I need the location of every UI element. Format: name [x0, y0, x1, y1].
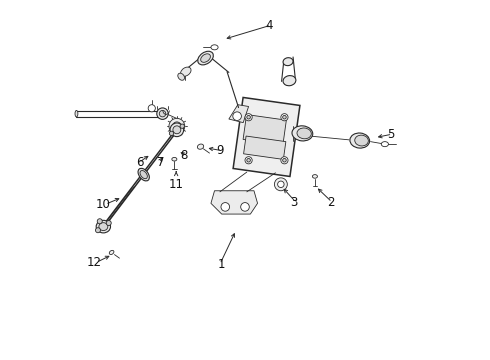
Circle shape — [278, 181, 284, 188]
Circle shape — [97, 219, 102, 224]
Bar — [243, 114, 286, 145]
Circle shape — [148, 105, 155, 112]
Ellipse shape — [201, 54, 210, 62]
Circle shape — [172, 122, 181, 131]
Circle shape — [106, 221, 111, 226]
Circle shape — [281, 157, 288, 164]
Circle shape — [283, 158, 286, 162]
Ellipse shape — [283, 76, 296, 86]
Ellipse shape — [350, 133, 369, 148]
Text: 8: 8 — [180, 149, 188, 162]
Text: 5: 5 — [387, 127, 394, 141]
Ellipse shape — [172, 157, 177, 161]
Polygon shape — [229, 105, 248, 123]
Ellipse shape — [283, 58, 293, 66]
Circle shape — [221, 203, 230, 211]
Ellipse shape — [197, 144, 204, 149]
Text: 2: 2 — [327, 196, 334, 209]
Circle shape — [170, 131, 173, 135]
Bar — [233, 98, 300, 176]
Text: 7: 7 — [157, 156, 164, 169]
Circle shape — [247, 116, 250, 119]
Circle shape — [245, 114, 252, 121]
Ellipse shape — [313, 175, 318, 178]
Circle shape — [274, 178, 287, 191]
Ellipse shape — [297, 128, 311, 139]
Ellipse shape — [140, 171, 147, 179]
Ellipse shape — [109, 251, 114, 255]
Circle shape — [247, 158, 250, 162]
Text: 9: 9 — [216, 144, 224, 157]
Ellipse shape — [75, 111, 78, 117]
Text: 10: 10 — [96, 198, 111, 211]
Text: 1: 1 — [218, 258, 225, 271]
Ellipse shape — [381, 141, 389, 147]
Circle shape — [169, 118, 185, 134]
Ellipse shape — [159, 111, 166, 117]
Polygon shape — [211, 191, 258, 214]
Circle shape — [96, 228, 100, 233]
Ellipse shape — [198, 51, 213, 65]
Text: 4: 4 — [266, 19, 273, 32]
Ellipse shape — [173, 126, 181, 134]
Circle shape — [180, 124, 184, 129]
Ellipse shape — [181, 67, 191, 76]
Circle shape — [241, 203, 249, 211]
Ellipse shape — [157, 108, 168, 120]
Bar — [244, 136, 286, 159]
Text: 3: 3 — [291, 196, 298, 209]
Text: 6: 6 — [136, 156, 144, 169]
Text: 11: 11 — [169, 178, 184, 191]
Ellipse shape — [178, 73, 185, 80]
Circle shape — [281, 114, 288, 121]
Ellipse shape — [96, 220, 111, 233]
Ellipse shape — [170, 123, 184, 136]
Ellipse shape — [99, 223, 108, 230]
Ellipse shape — [211, 45, 218, 50]
Circle shape — [283, 116, 286, 119]
Circle shape — [245, 157, 252, 164]
Circle shape — [233, 112, 242, 121]
Text: 12: 12 — [87, 256, 101, 269]
Ellipse shape — [355, 135, 368, 146]
Ellipse shape — [292, 126, 313, 141]
Ellipse shape — [138, 168, 149, 181]
